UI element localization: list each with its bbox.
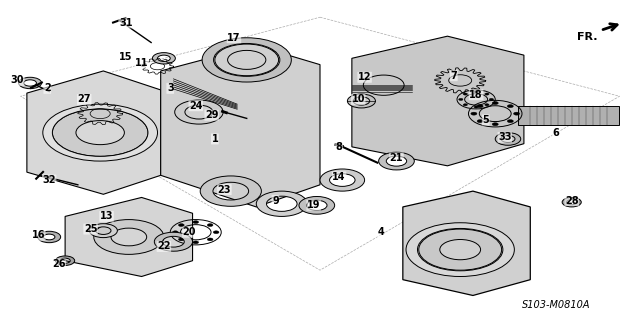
Text: 14: 14 <box>332 172 346 182</box>
Text: 10: 10 <box>351 94 365 104</box>
Circle shape <box>193 221 198 224</box>
Polygon shape <box>419 229 502 270</box>
Text: 8: 8 <box>335 142 342 152</box>
Text: 2: 2 <box>44 83 51 93</box>
Circle shape <box>459 98 463 100</box>
Text: 32: 32 <box>42 175 56 185</box>
Polygon shape <box>27 71 161 194</box>
Circle shape <box>492 101 499 105</box>
Polygon shape <box>379 152 414 170</box>
Circle shape <box>513 112 520 115</box>
Circle shape <box>508 105 513 108</box>
Text: 33: 33 <box>498 132 511 142</box>
Circle shape <box>179 224 184 226</box>
Text: 15: 15 <box>119 52 132 62</box>
Circle shape <box>463 104 467 106</box>
Circle shape <box>173 231 178 234</box>
Circle shape <box>471 112 477 115</box>
Text: 18: 18 <box>469 90 483 100</box>
Circle shape <box>463 93 467 95</box>
Polygon shape <box>38 231 61 243</box>
Text: 6: 6 <box>552 128 559 137</box>
Polygon shape <box>152 53 175 64</box>
Polygon shape <box>299 197 335 214</box>
Polygon shape <box>94 219 164 254</box>
Circle shape <box>477 105 483 108</box>
Circle shape <box>207 224 213 226</box>
Text: 17: 17 <box>227 33 241 43</box>
Polygon shape <box>406 223 515 277</box>
Text: 24: 24 <box>189 101 202 111</box>
Polygon shape <box>348 94 376 108</box>
Polygon shape <box>320 169 365 191</box>
Polygon shape <box>52 109 148 156</box>
Text: 30: 30 <box>11 76 24 85</box>
Polygon shape <box>56 256 75 265</box>
Text: 1: 1 <box>211 134 218 144</box>
Text: FR.: FR. <box>577 33 597 42</box>
Polygon shape <box>202 38 291 82</box>
Text: 5: 5 <box>483 115 489 125</box>
Circle shape <box>207 238 213 241</box>
Polygon shape <box>518 106 620 125</box>
Polygon shape <box>43 104 157 161</box>
Text: 3: 3 <box>167 83 173 93</box>
Text: 28: 28 <box>565 196 579 206</box>
Text: S103-M0810A: S103-M0810A <box>522 300 590 310</box>
Text: 16: 16 <box>31 230 45 241</box>
Circle shape <box>474 91 478 93</box>
Text: 31: 31 <box>119 18 132 28</box>
Text: 23: 23 <box>218 184 231 195</box>
Text: 9: 9 <box>272 196 279 206</box>
Text: 27: 27 <box>77 94 91 104</box>
Polygon shape <box>65 197 193 277</box>
Polygon shape <box>175 100 223 124</box>
Polygon shape <box>256 191 307 216</box>
Polygon shape <box>161 46 320 207</box>
Text: 25: 25 <box>84 224 97 234</box>
Circle shape <box>484 93 489 95</box>
Polygon shape <box>200 176 261 206</box>
Circle shape <box>508 120 513 122</box>
Circle shape <box>179 238 184 241</box>
Polygon shape <box>19 77 42 89</box>
Polygon shape <box>352 36 524 166</box>
Text: 13: 13 <box>100 211 113 221</box>
Circle shape <box>489 98 493 100</box>
Polygon shape <box>562 197 581 207</box>
Text: 19: 19 <box>307 200 321 210</box>
Polygon shape <box>403 191 531 295</box>
Polygon shape <box>215 44 278 76</box>
Text: 20: 20 <box>182 227 196 237</box>
Polygon shape <box>90 224 117 238</box>
Text: 21: 21 <box>390 153 403 163</box>
Text: 26: 26 <box>52 259 65 269</box>
Text: 4: 4 <box>377 227 384 237</box>
Text: 7: 7 <box>451 71 457 81</box>
Polygon shape <box>495 133 521 145</box>
Polygon shape <box>154 232 193 251</box>
Text: 29: 29 <box>205 110 218 120</box>
Circle shape <box>484 104 489 106</box>
Text: 22: 22 <box>157 241 171 251</box>
Text: 12: 12 <box>358 72 371 82</box>
Circle shape <box>193 241 198 244</box>
Circle shape <box>477 120 483 122</box>
Circle shape <box>213 231 219 234</box>
Circle shape <box>474 106 478 108</box>
Circle shape <box>492 123 499 126</box>
Text: 11: 11 <box>135 58 148 68</box>
